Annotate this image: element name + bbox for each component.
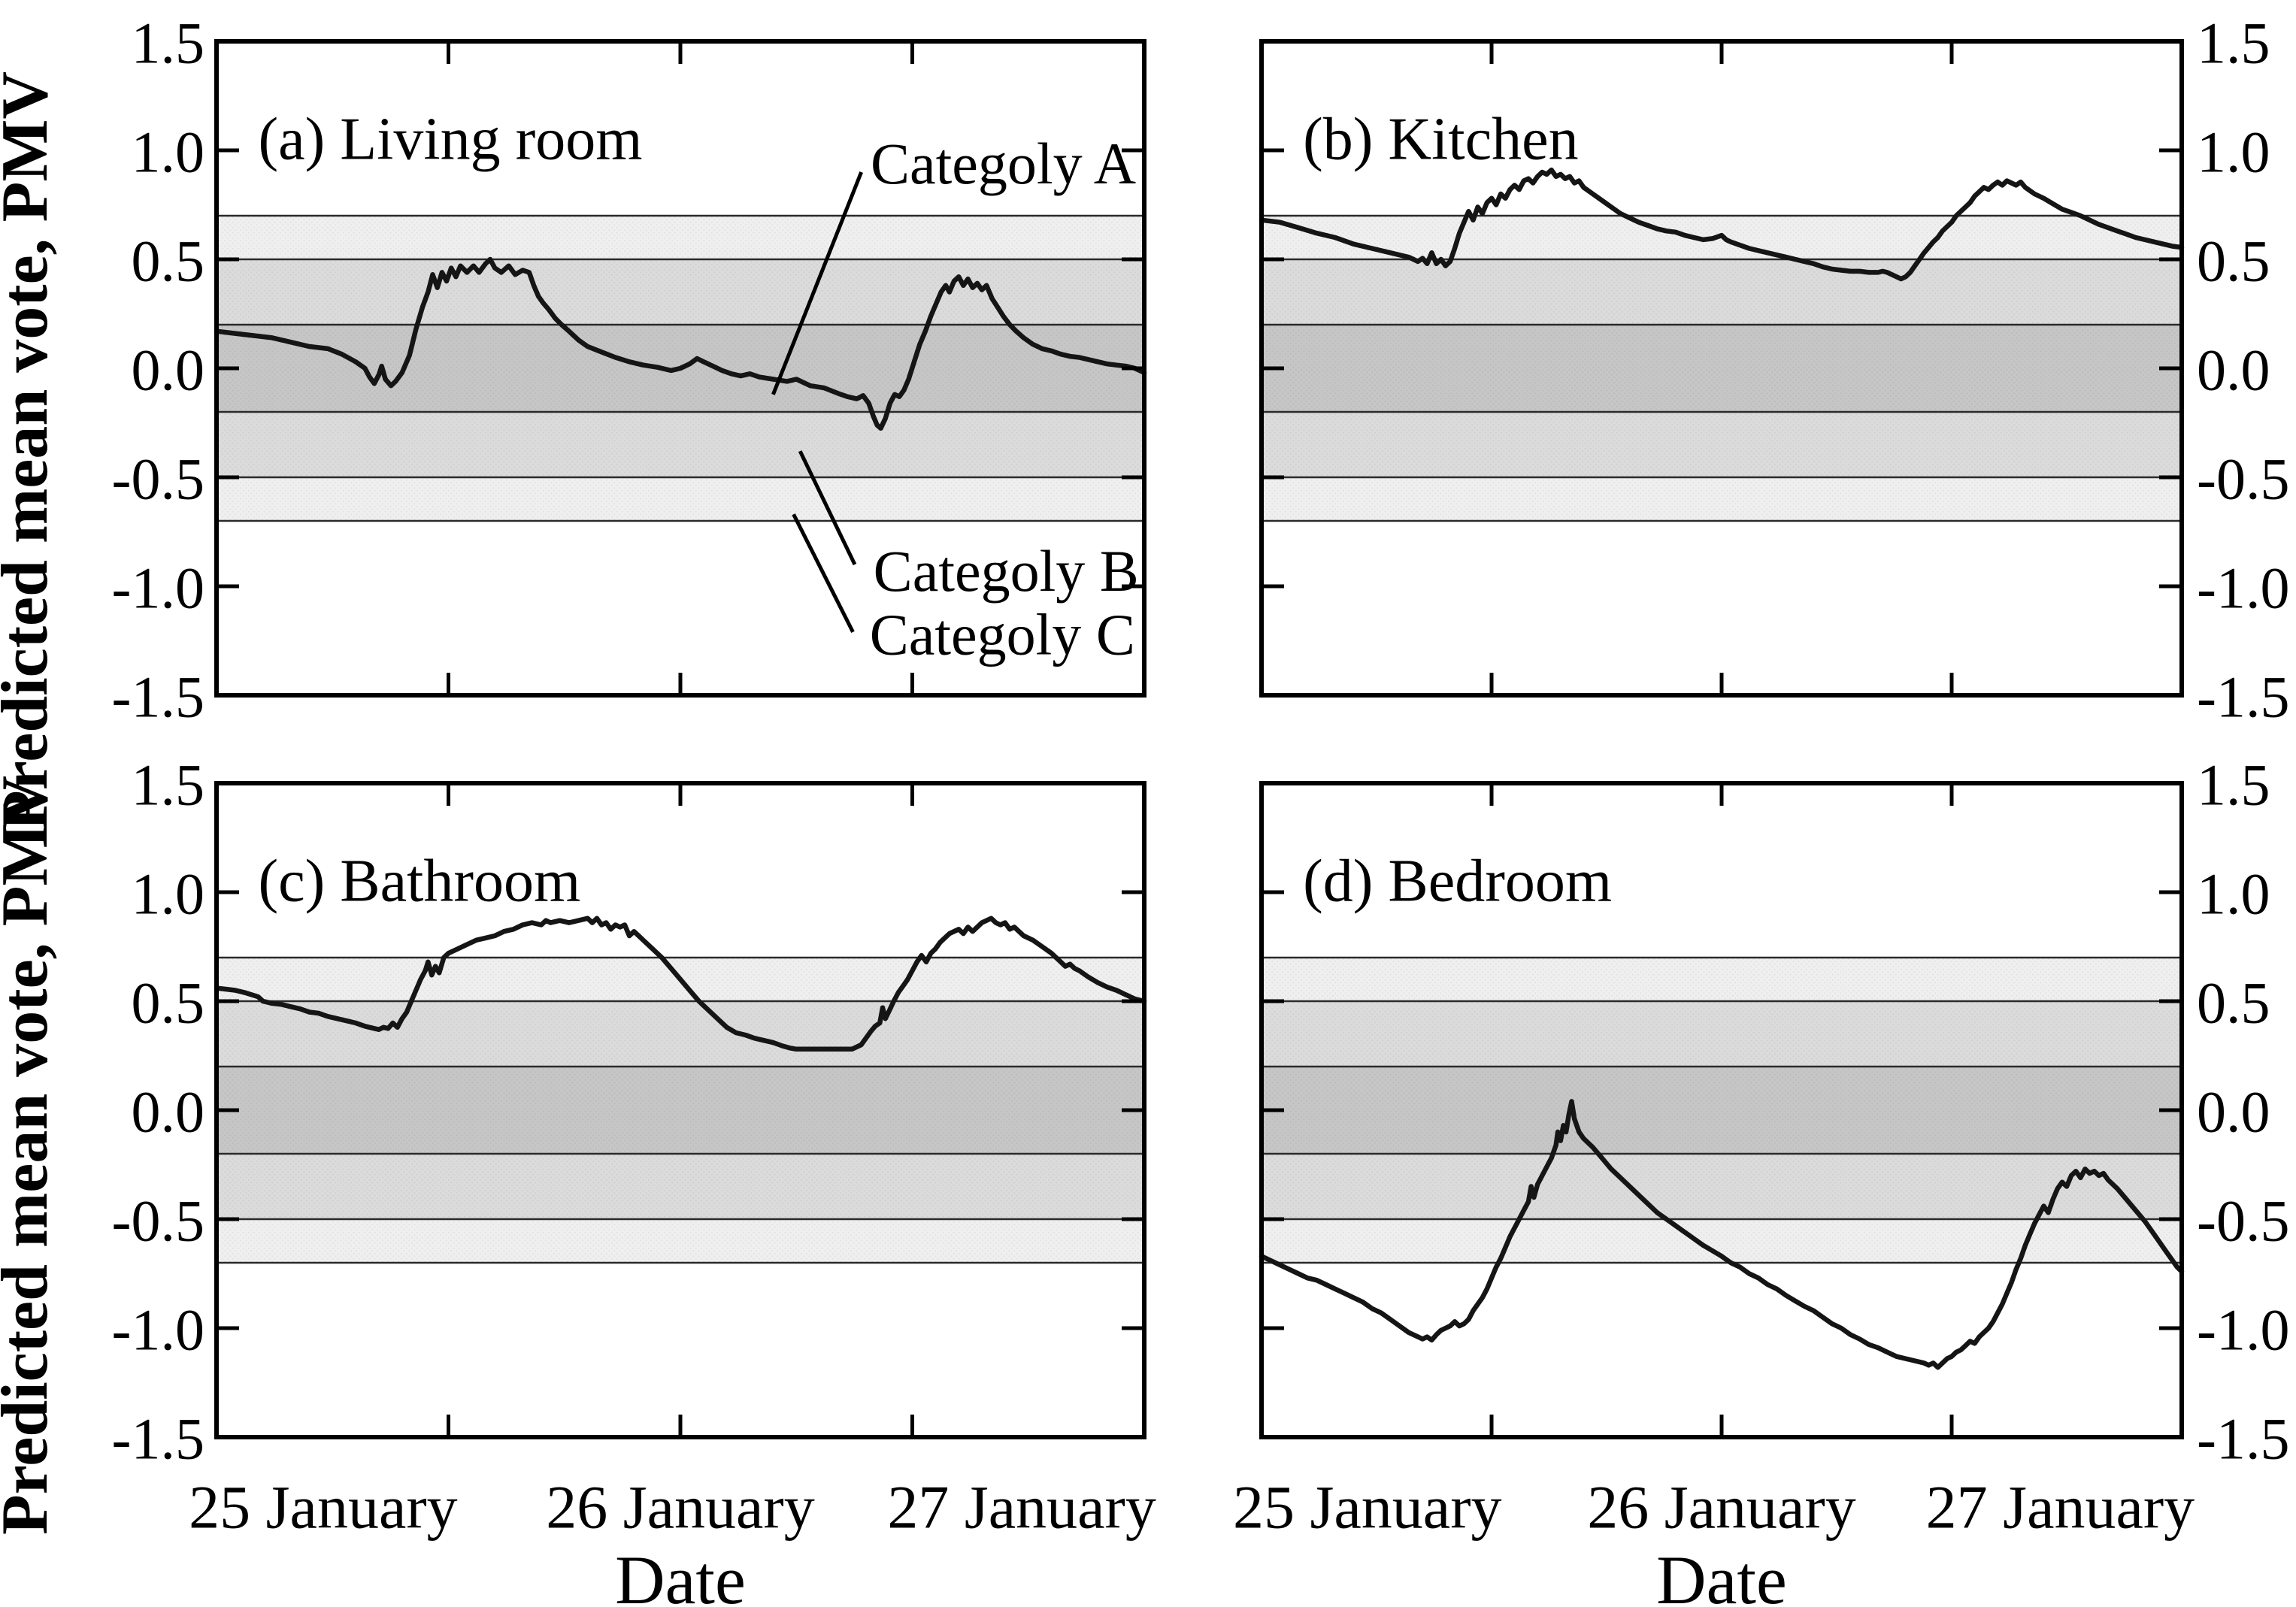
- panel-title-b: (b) Kitchen: [1303, 107, 1579, 173]
- panel-d: 1.5 1.0 0.5 0.0 -0.5 -1.0 -1.5 (d) Bedroom: [1259, 752, 2289, 1472]
- panel-a: 1.5 1.0 0.5 0.0 -0.5 -1.0 -1.5 (a) Living room: [112, 11, 1147, 730]
- y-tick-label: 0.5: [2197, 228, 2270, 294]
- x-axis-title: Date: [1656, 1542, 1787, 1607]
- y-tick-label: -1.5: [2197, 664, 2289, 730]
- y-tick-label: -0.5: [112, 1188, 204, 1254]
- panel-b: 1.5 1.0 0.5 0.0 -0.5 -1.0 -1.5 (b) Kitchen: [1259, 11, 2289, 730]
- y-tick-label: 0.5: [132, 228, 205, 294]
- x-tick-label: 25 January: [189, 1473, 458, 1542]
- band-halftone-texture: [217, 958, 1144, 1263]
- y-tick-label: -0.5: [2197, 1188, 2289, 1254]
- y-tick-label: 1.0: [2197, 861, 2270, 927]
- annotation-label: Categoly C: [870, 601, 1135, 667]
- pmv-line-d: [1259, 1099, 2185, 1370]
- annotation-leader-line: [798, 450, 857, 566]
- panel-c: 1.5 1.0 0.5 0.0 -0.5 -1.0 -1.5 (c) Bathroom: [112, 752, 1147, 1472]
- y-tick-label: 0.5: [2197, 970, 2270, 1036]
- annotation-label: Categoly B: [874, 538, 1139, 604]
- y-tick-label: -1.0: [2197, 1297, 2289, 1363]
- panel-title-c: (c) Bathroom: [259, 849, 581, 915]
- y-tick-label: -1.5: [2197, 1406, 2289, 1472]
- y-tick-label: 0.0: [132, 1079, 205, 1145]
- x-tick-label: 27 January: [1926, 1473, 2195, 1542]
- y-axis-title: Predicted mean vote, PMV: [0, 71, 62, 831]
- y-tick-label: 1.5: [2197, 752, 2270, 818]
- x-tick-label: 25 January: [1233, 1473, 1502, 1542]
- y-tick-label: 0.0: [132, 337, 205, 403]
- y-tick-label: -1.5: [112, 664, 204, 730]
- annotation-label: Categoly A: [871, 131, 1136, 196]
- panel-title-a: (a) Living room: [259, 107, 643, 173]
- y-tick-label: 1.0: [132, 120, 205, 185]
- x-tick-label: 26 January: [1587, 1473, 1856, 1542]
- y-tick-label: 1.5: [132, 11, 205, 76]
- band-halftone-texture: [1262, 216, 2182, 521]
- x-tick-label: 27 January: [887, 1473, 1156, 1542]
- y-tick-label: 0.5: [132, 970, 205, 1036]
- y-tick-label: 1.0: [132, 861, 205, 927]
- y-tick-label: 0.0: [2197, 337, 2270, 403]
- y-tick-label: -1.0: [2197, 555, 2289, 621]
- y-tick-label: -1.0: [112, 555, 204, 621]
- y-tick-label: 1.0: [2197, 120, 2270, 185]
- y-tick-label: -1.5: [112, 1406, 204, 1472]
- pmv-line-b: [1259, 167, 2185, 282]
- y-tick-label: 0.0: [2197, 1079, 2270, 1145]
- x-axis-title: Date: [615, 1542, 746, 1607]
- pmv-line-a: [214, 256, 1147, 431]
- y-axis-title: Predicted mean vote, PMV: [0, 776, 62, 1535]
- x-tick-label: 26 January: [546, 1473, 815, 1542]
- pmv-line-c: [214, 915, 1147, 1052]
- panel-title-d: (d) Bedroom: [1303, 849, 1612, 915]
- y-tick-label: -1.0: [112, 1297, 204, 1363]
- y-tick-label: 1.5: [132, 752, 205, 818]
- y-tick-label: -0.5: [2197, 446, 2289, 512]
- annotation-leader-line: [792, 513, 855, 634]
- y-tick-label: -0.5: [112, 446, 204, 512]
- band-halftone-texture: [1262, 958, 2182, 1263]
- annotation-leader-line: [771, 171, 863, 395]
- y-tick-label: 1.5: [2197, 11, 2270, 76]
